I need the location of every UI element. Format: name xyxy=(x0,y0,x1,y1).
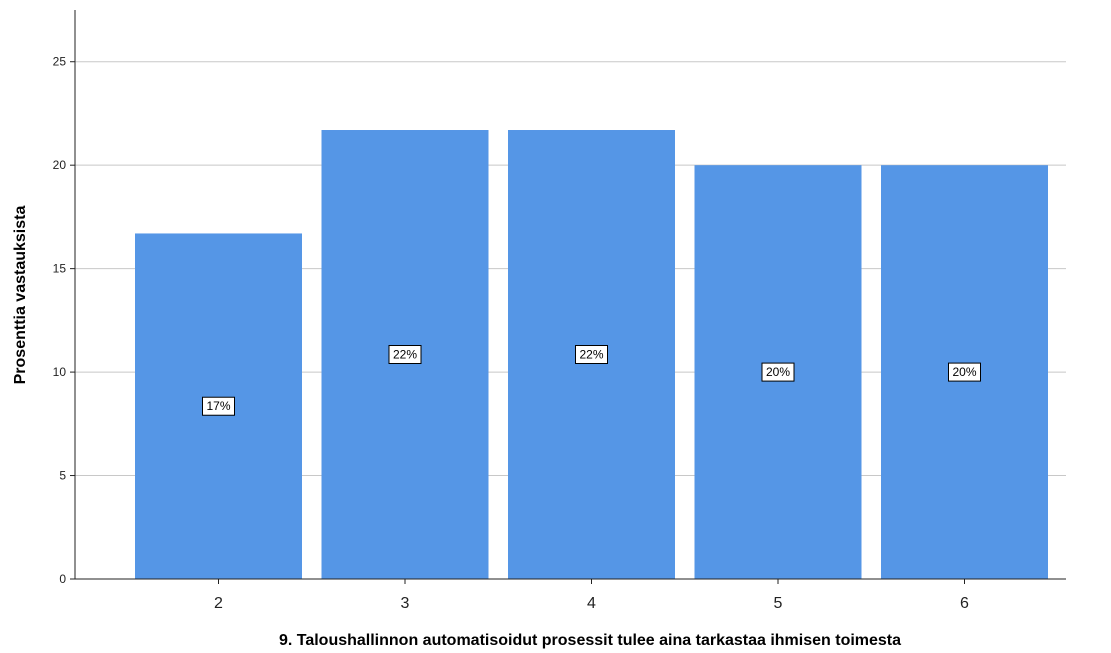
data-label: 20% xyxy=(766,365,790,379)
y-tick-label: 25 xyxy=(53,55,67,69)
y-axis-title: Prosenttia vastauksista xyxy=(12,206,29,385)
y-tick-label: 10 xyxy=(53,365,67,379)
data-label-box xyxy=(761,362,795,382)
data-labels: 17% 22% 22% 20% 20% xyxy=(202,345,981,416)
x-axis-title: 9. Taloushallinnon automatisoidut proses… xyxy=(279,632,901,649)
x-tick-label: 3 xyxy=(401,595,410,612)
data-label: 22% xyxy=(393,348,417,362)
x-tick-label: 6 xyxy=(960,595,969,612)
y-tick-label: 5 xyxy=(59,469,66,483)
data-label-box xyxy=(388,345,422,365)
data-label: 22% xyxy=(579,348,603,362)
data-label-box xyxy=(948,362,981,382)
data-label: 20% xyxy=(952,365,976,379)
y-axis-ticks: 0 5 10 15 20 25 xyxy=(53,55,75,586)
data-label: 17% xyxy=(206,399,230,413)
y-tick-label: 0 xyxy=(59,572,66,586)
y-tick-label: 20 xyxy=(53,158,67,172)
x-axis-ticks: 2 3 4 5 6 xyxy=(214,579,969,612)
x-tick-label: 5 xyxy=(774,595,783,612)
y-tick-label: 15 xyxy=(53,262,67,276)
data-label-box xyxy=(575,345,608,365)
data-label-box xyxy=(202,396,235,416)
x-tick-label: 2 xyxy=(214,595,223,612)
x-tick-label: 4 xyxy=(587,595,596,612)
